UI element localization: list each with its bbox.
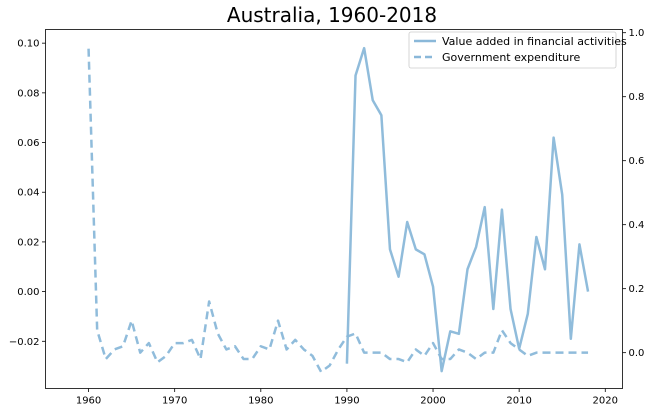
legend-label-government: Government expenditure — [442, 51, 581, 64]
y-right-tick-label: 1.0 — [629, 28, 645, 39]
y-left-tick-label: 0.10 — [17, 39, 39, 50]
y-right-tick-label: 0.4 — [629, 220, 645, 231]
chart-title: Australia, 1960-2018 — [227, 3, 437, 27]
legend: Value added in financial activities Gove… — [408, 31, 627, 69]
legend-label-financial: Value added in financial activities — [442, 35, 627, 48]
x-tick-label: 2010 — [506, 396, 531, 407]
y-left-tick-label: 0.06 — [17, 138, 39, 149]
y-left-tick-label: −0.02 — [9, 337, 40, 348]
legend-frame — [408, 31, 617, 69]
y-right-tick-label: 0.0 — [629, 348, 645, 359]
series-layer — [87, 46, 590, 374]
y-right-tick-label: 0.8 — [629, 92, 645, 103]
x-tick-label: 2020 — [593, 396, 618, 407]
series-line-financial — [345, 46, 590, 373]
x-tick-label: 1980 — [248, 396, 273, 407]
y-left-tick-label: 0.02 — [17, 237, 39, 248]
y-right-tick-label: 0.2 — [629, 284, 645, 295]
series-line-government — [87, 48, 589, 374]
y-left-tick-label: 0.00 — [17, 287, 39, 298]
x-tick-label: 1990 — [334, 396, 359, 407]
y-left-tick-label: 0.08 — [17, 88, 39, 99]
y-axis-right: 1.0 0.8 0.6 0.4 0.2 0.0 — [622, 28, 645, 359]
x-tick-label: 1970 — [162, 396, 187, 407]
x-tick-label: 2000 — [420, 396, 445, 407]
y-axis-left: 0.10 0.08 0.06 0.04 0.02 0.00 −0.02 — [9, 39, 46, 348]
x-tick-label: 1960 — [76, 396, 101, 407]
plot-area — [45, 29, 623, 389]
y-right-tick-label: 0.6 — [629, 156, 645, 167]
y-left-tick-label: 0.04 — [17, 188, 39, 199]
x-axis: 1960 1970 1980 1990 2000 2010 2020 — [76, 388, 618, 407]
